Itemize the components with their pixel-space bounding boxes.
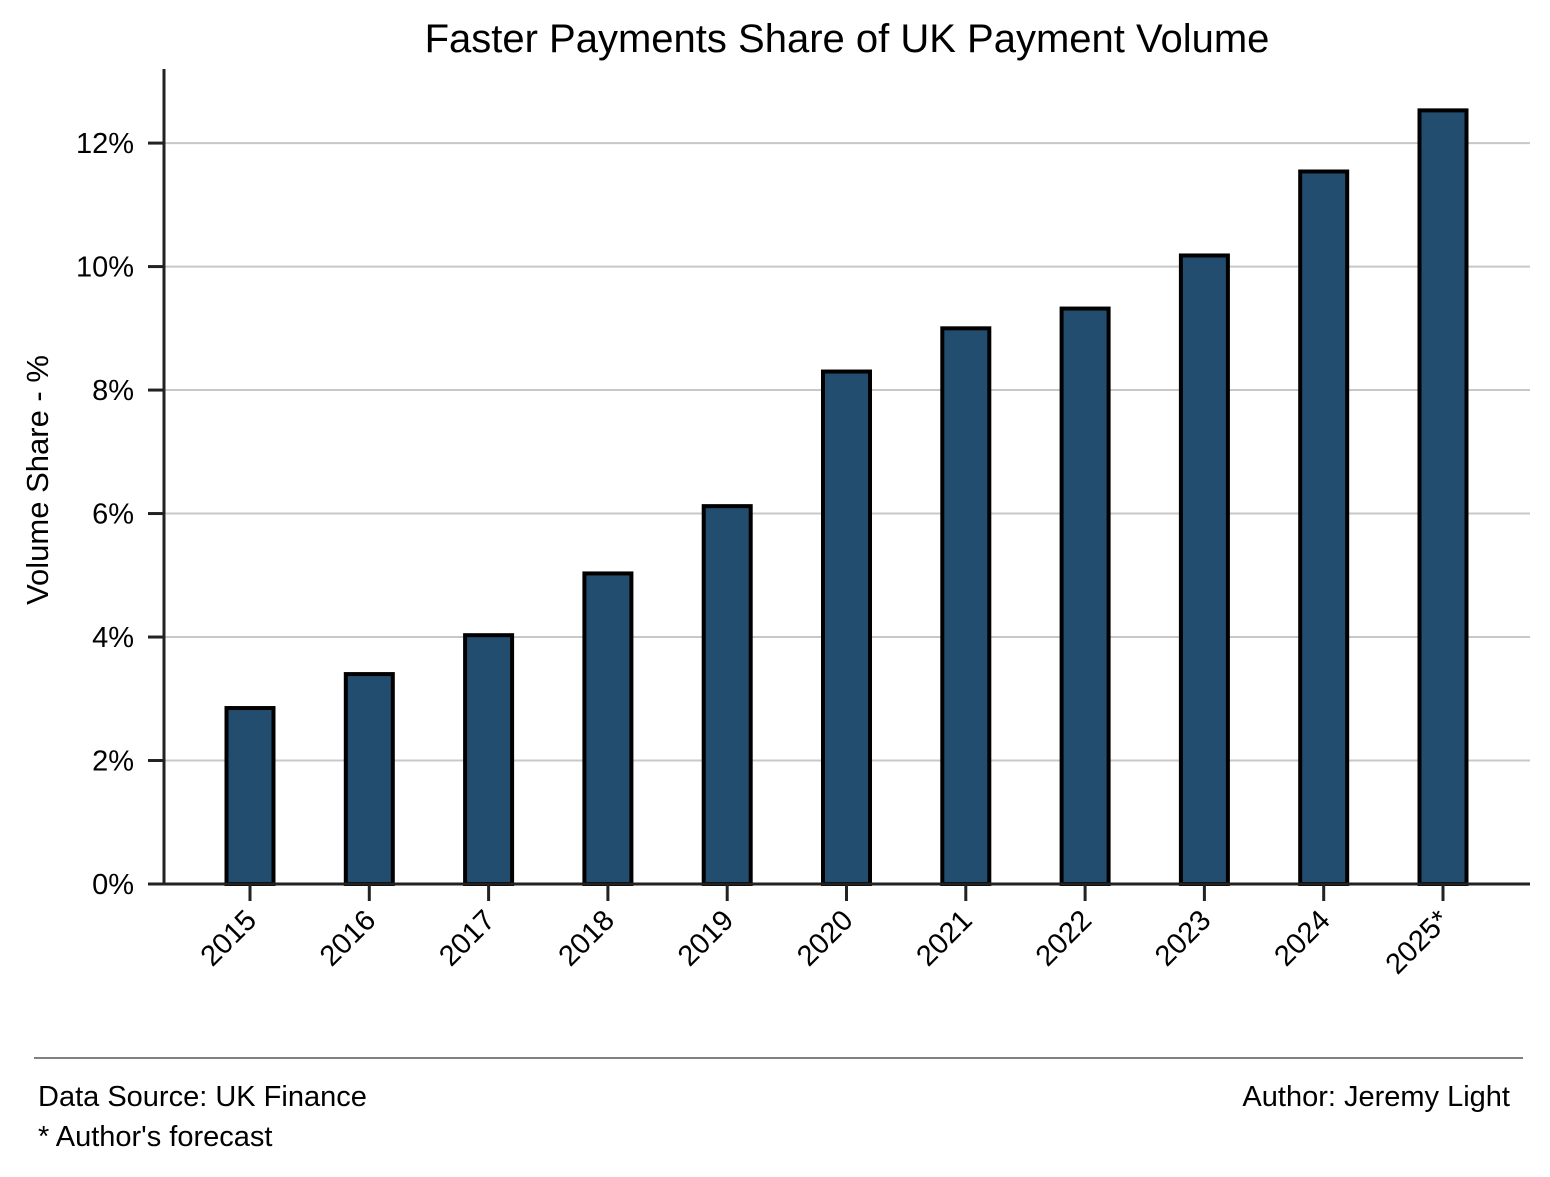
y-tick-label: 12%	[76, 128, 134, 160]
bar-2017	[463, 633, 515, 887]
data-source-note: Data Source: UK Finance	[38, 1081, 367, 1113]
bar-2019	[701, 504, 753, 886]
bars	[224, 108, 1469, 887]
y-tick-label: 0%	[92, 869, 134, 901]
bar-2020	[821, 369, 872, 886]
x-tick-label: 2021	[911, 904, 979, 972]
bar-2024	[1298, 169, 1350, 886]
y-tick-label: 6%	[92, 499, 134, 531]
x-tick-label: 2024	[1268, 904, 1336, 972]
chart-title: Faster Payments Share of UK Payment Volu…	[425, 17, 1270, 61]
x-tick-label: 2017	[433, 904, 501, 972]
x-tick-label: 2020	[791, 904, 859, 972]
x-ticks: 2015 2016 2017 2018 2019 2020 2021 2022 2023 2024…	[195, 884, 1456, 981]
y-tick-label: 8%	[92, 375, 134, 407]
y-tick-label: 2%	[92, 746, 134, 778]
x-tick-label: 2019	[672, 904, 740, 972]
forecast-note: * Author's forecast	[38, 1121, 273, 1153]
axes	[148, 69, 1530, 886]
x-tick-label: 2025*	[1380, 904, 1456, 980]
bar-2025	[1417, 108, 1469, 886]
x-tick-label: 2018	[553, 904, 621, 972]
y-ticks: 0% 2% 4% 6% 8% 10% 12%	[76, 128, 164, 901]
bar-2023	[1178, 253, 1230, 887]
bar-2016	[343, 672, 395, 886]
x-tick-label: 2022	[1030, 904, 1098, 972]
y-tick-label: 4%	[92, 622, 134, 654]
bar-2015	[224, 706, 276, 887]
bar-2021	[940, 326, 992, 886]
bar-2018	[582, 571, 634, 886]
bar-2022	[1059, 306, 1111, 886]
footer-divider	[34, 1057, 1523, 1059]
author-credit: Author: Jeremy Light	[1242, 1081, 1510, 1113]
x-tick-label: 2015	[195, 904, 263, 972]
y-axis-label: Volume Share - %	[20, 355, 55, 605]
y-tick-label: 10%	[76, 252, 134, 284]
x-tick-label: 2016	[314, 904, 382, 972]
x-tick-label: 2023	[1149, 904, 1217, 972]
